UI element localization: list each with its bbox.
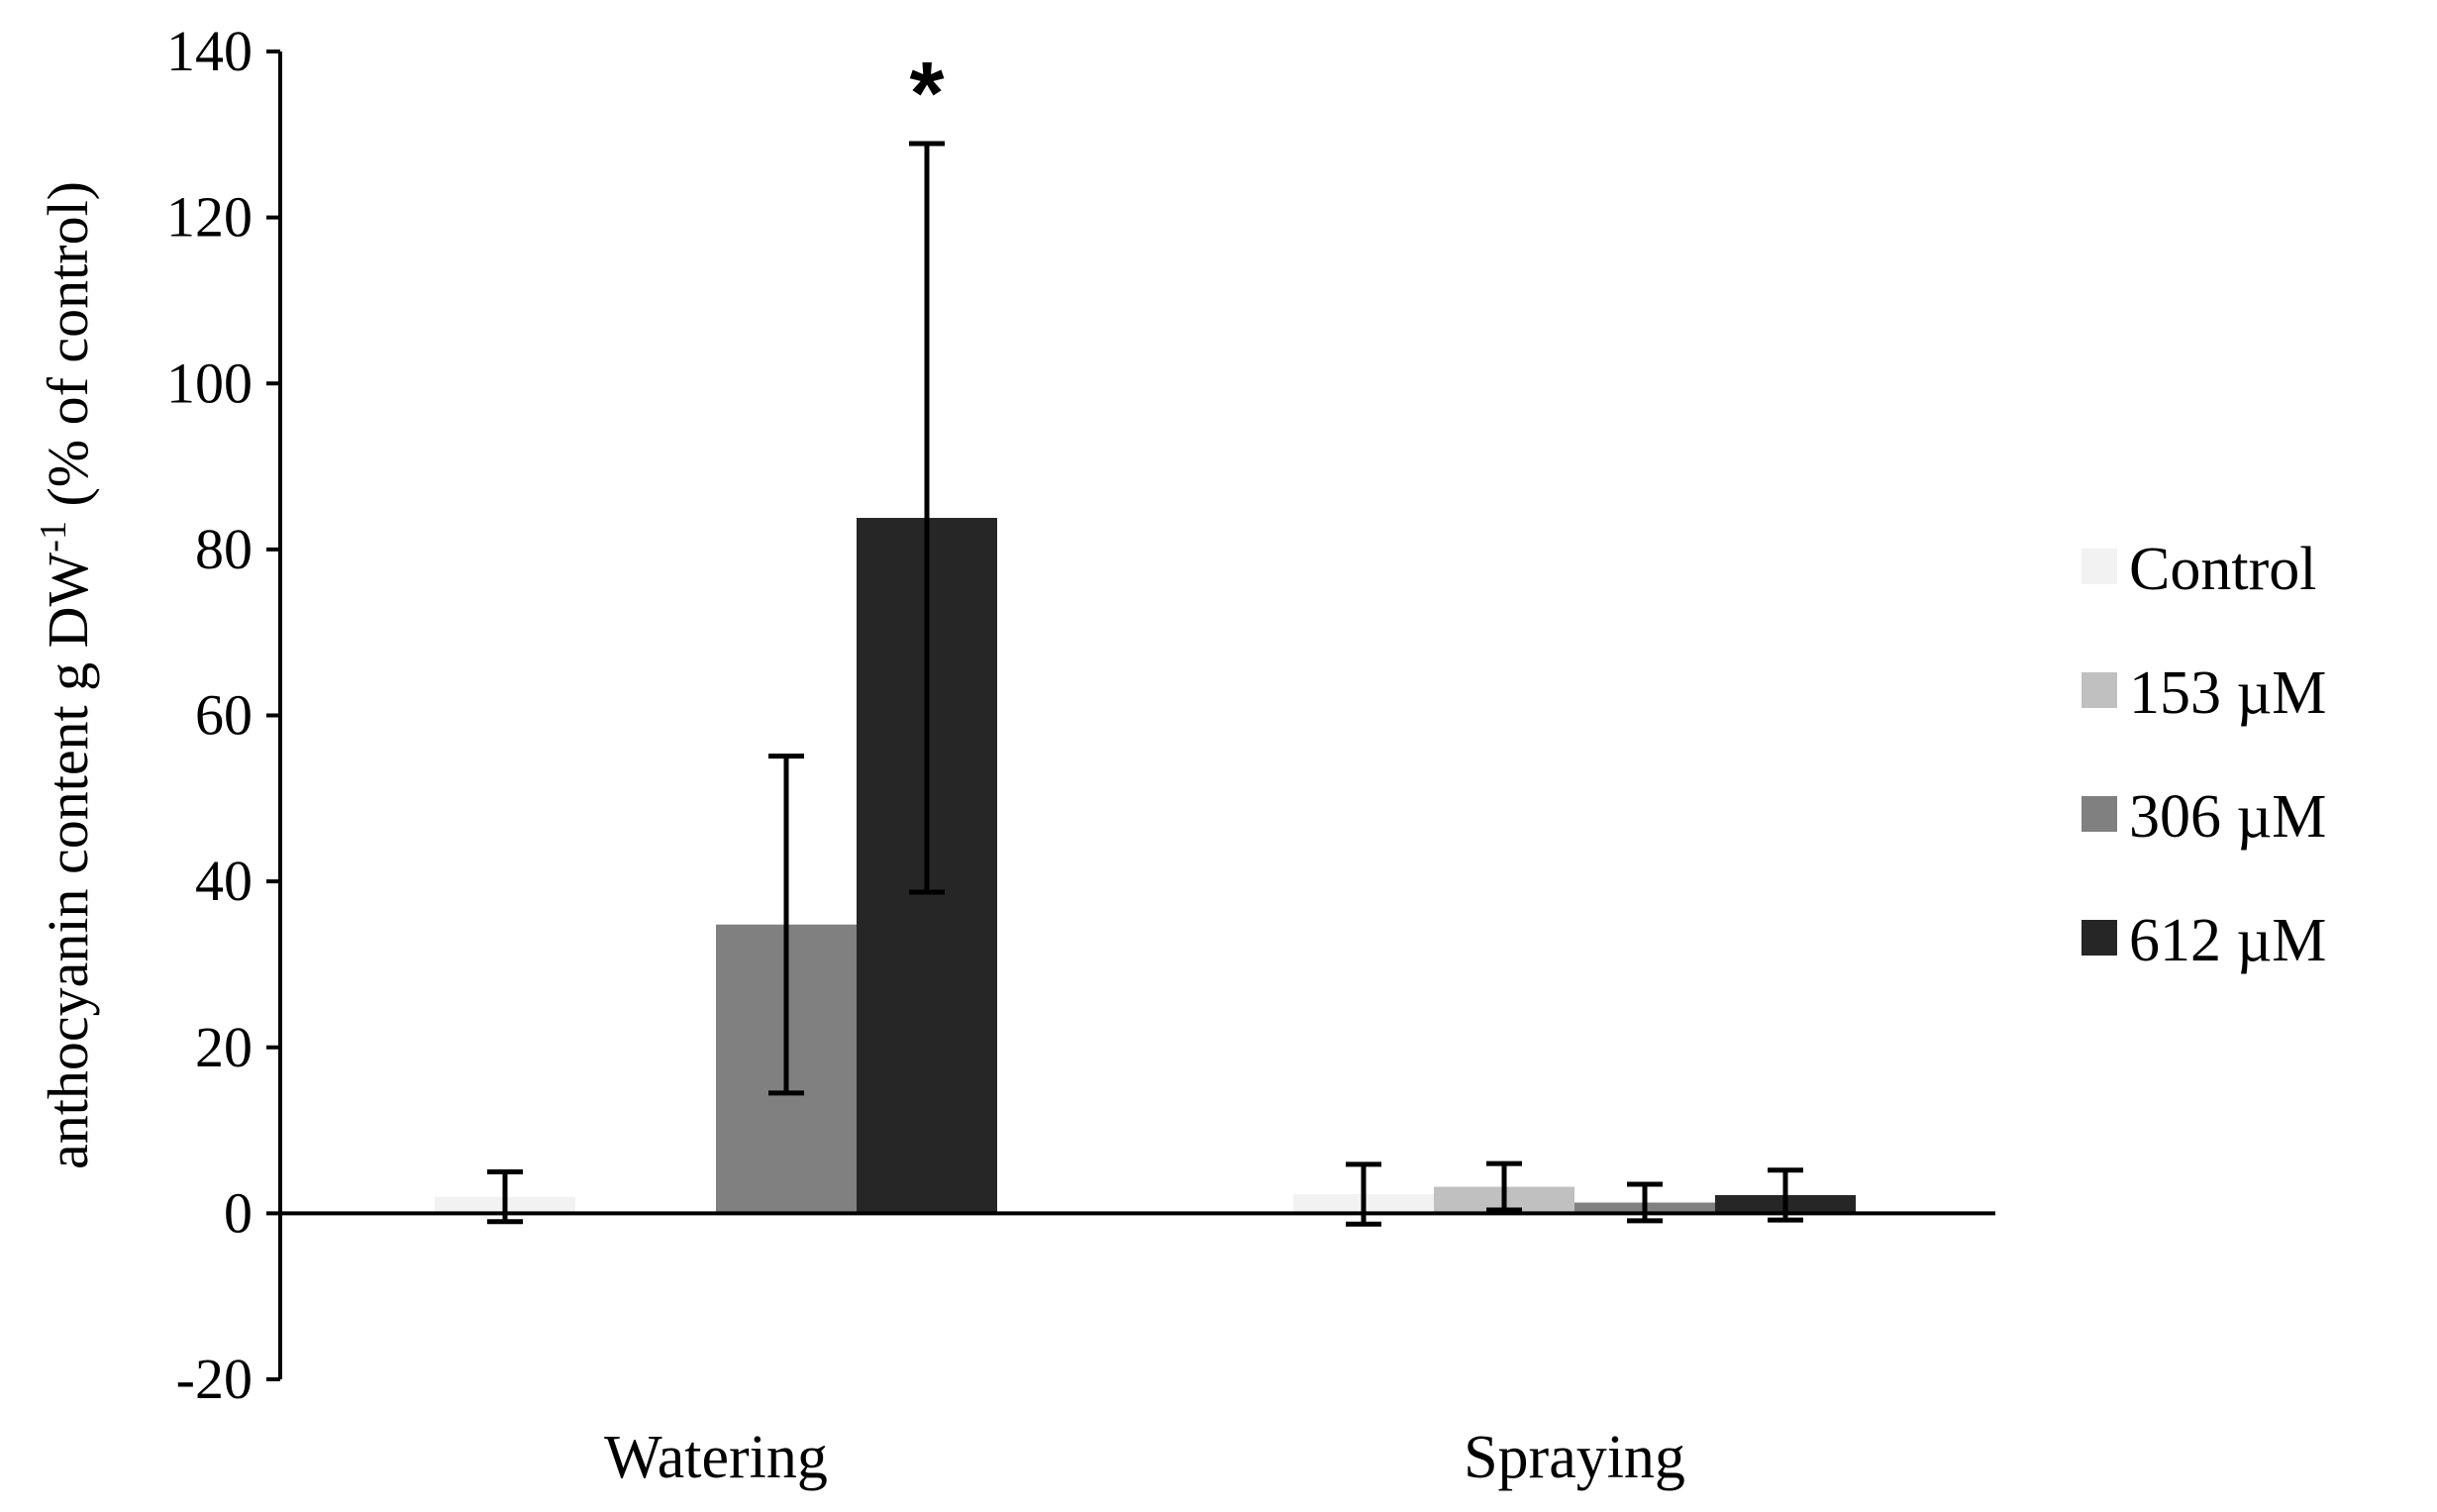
category-label-spraying: Spraying [1464,1424,1685,1491]
y-tick-label: 60 [195,683,253,748]
y-tick-label: -20 [176,1347,253,1411]
legend-swatch [2082,549,2117,584]
legend-label: 612 µM [2129,907,2326,974]
y-axis-title: anthocyanin content g DW-1 (% of control… [33,181,100,1169]
significance-marker: * [909,45,944,144]
legend-item: 153 µM [2082,659,2326,727]
error-bars-layer [487,141,1803,1227]
y-tick-label: 80 [195,517,253,581]
y-axis-title-superscript: -1 [33,521,74,553]
y-tick-label: 20 [195,1015,253,1079]
error-bar-0-3 [909,141,945,895]
annotations-layer: * [909,45,944,144]
error-bar-0-2 [768,754,804,1096]
legend: Control 153 µM 306 µM 612 µM [2082,536,2326,974]
legend-label: Control [2129,536,2316,603]
y-axis-title-main: anthocyanin content g DW [36,552,100,1169]
category-labels-layer: Watering Spraying [604,1424,1685,1491]
y-tick-label: 0 [224,1180,253,1245]
legend-swatch [2082,920,2117,956]
legend-item: 612 µM [2082,907,2326,974]
y-axis-title-suffix: (% of control) [36,181,100,521]
category-label-watering: Watering [604,1424,828,1491]
y-tick-label: 120 [166,185,253,250]
legend-swatch [2082,672,2117,708]
legend-label: 153 µM [2129,659,2326,727]
y-ticks-layer: -20 0 20 40 60 80 100 120 140 [166,19,280,1411]
legend-label: 306 µM [2129,783,2326,851]
legend-item: Control [2082,536,2316,603]
error-bar-1-1 [1486,1160,1522,1213]
y-tick-label: 40 [195,849,253,913]
legend-item: 306 µM [2082,783,2326,851]
y-tick-label: 140 [166,19,253,83]
legend-swatch [2082,796,2117,832]
y-tick-label: 100 [166,351,253,415]
